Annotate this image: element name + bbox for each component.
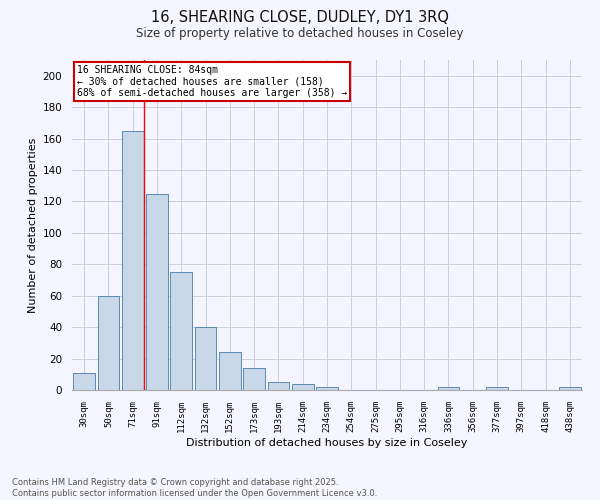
Bar: [316, 387, 338, 390]
Bar: [268, 382, 289, 390]
Text: 16 SHEARING CLOSE: 84sqm
← 30% of detached houses are smaller (158)
68% of semi-: 16 SHEARING CLOSE: 84sqm ← 30% of detach…: [77, 65, 347, 98]
Bar: [122, 130, 143, 390]
Bar: [194, 327, 217, 390]
Text: 16, SHEARING CLOSE, DUDLEY, DY1 3RQ: 16, SHEARING CLOSE, DUDLEY, DY1 3RQ: [151, 10, 449, 25]
Bar: [97, 296, 119, 390]
Bar: [486, 387, 508, 390]
Y-axis label: Number of detached properties: Number of detached properties: [28, 138, 38, 312]
Bar: [243, 368, 265, 390]
Bar: [219, 352, 241, 390]
Bar: [73, 372, 95, 390]
Bar: [292, 384, 314, 390]
Text: Contains HM Land Registry data © Crown copyright and database right 2025.
Contai: Contains HM Land Registry data © Crown c…: [12, 478, 377, 498]
Bar: [437, 387, 460, 390]
X-axis label: Distribution of detached houses by size in Coseley: Distribution of detached houses by size …: [187, 438, 467, 448]
Bar: [146, 194, 168, 390]
Bar: [559, 387, 581, 390]
Bar: [170, 272, 192, 390]
Text: Size of property relative to detached houses in Coseley: Size of property relative to detached ho…: [136, 28, 464, 40]
